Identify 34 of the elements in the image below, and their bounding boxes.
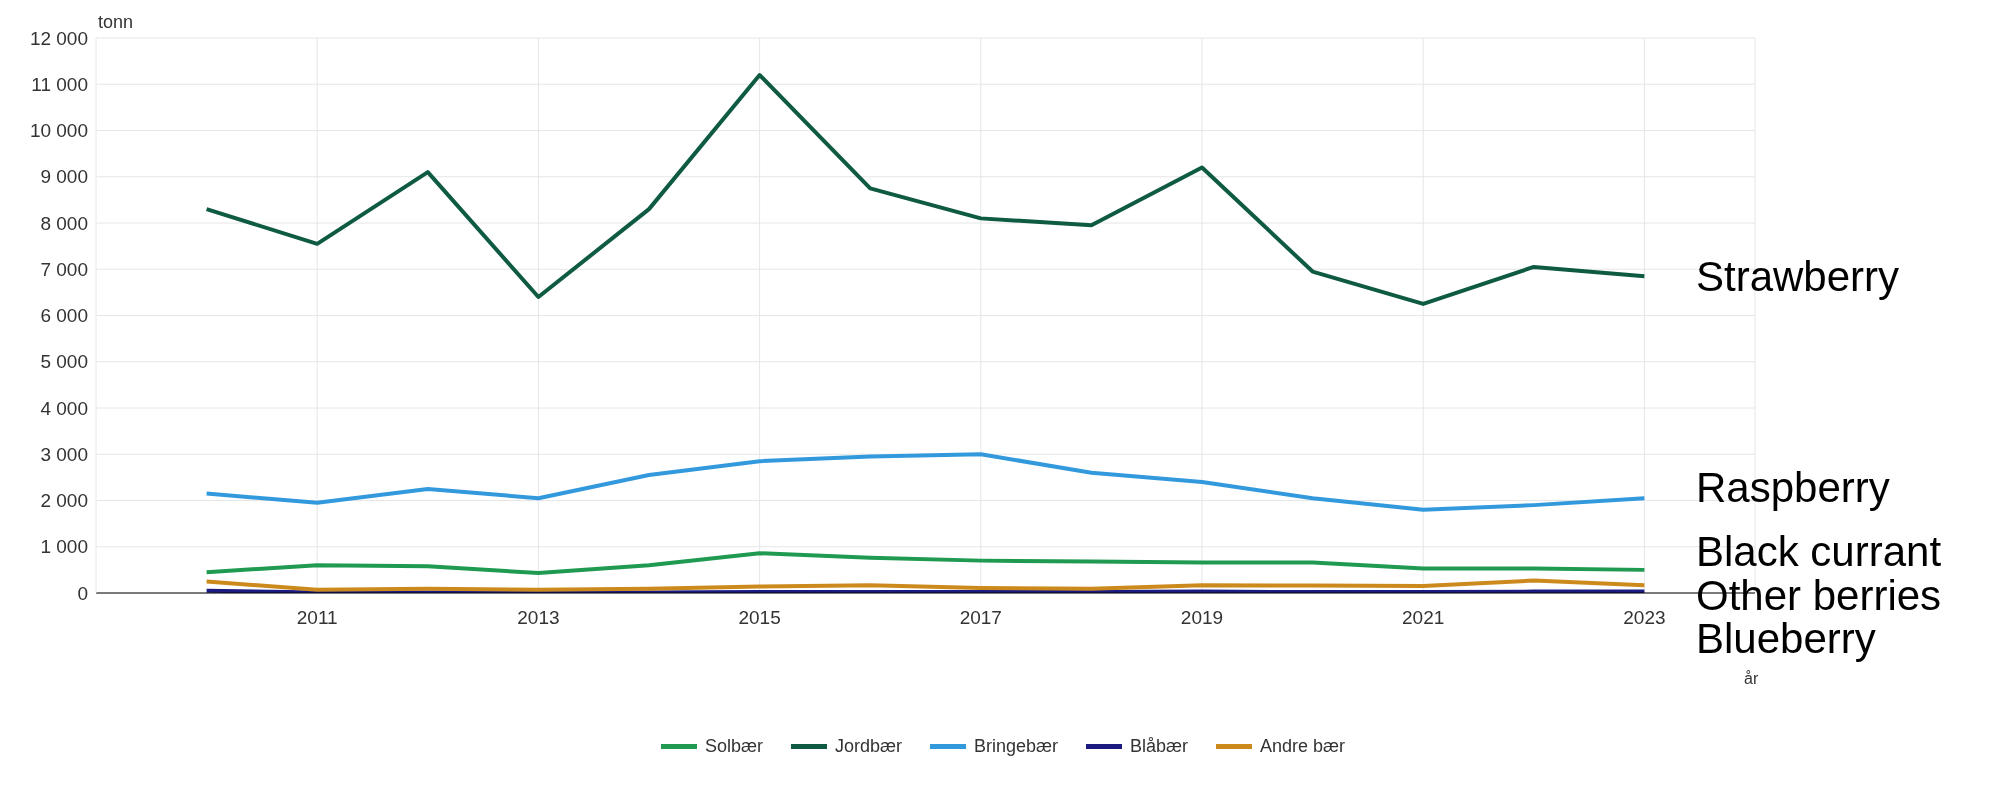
annotation: Raspberry (1696, 464, 1890, 511)
legend-label: Solbær (704, 736, 763, 757)
y-tick-label: 11 000 (31, 74, 88, 95)
x-tick-label: 2011 (296, 607, 338, 629)
y-axis-title: tonn (98, 12, 134, 33)
annotation: Strawberry (1696, 253, 1900, 300)
y-tick-label: 12 000 (29, 27, 88, 49)
y-tick-label: 4 000 (40, 397, 88, 419)
y-tick-label: 8 000 (40, 212, 88, 234)
y-tick-label: 5 000 (40, 351, 88, 373)
legend-label: Jordbær (834, 736, 902, 757)
y-tick-label: 7 000 (40, 258, 88, 280)
y-tick-label: 9 000 (40, 166, 88, 188)
legend-label: Bringebær (973, 736, 1059, 757)
line-series (204, 551, 1647, 576)
x-tick-label: 2015 (738, 607, 781, 629)
x-tick-label: 2023 (1623, 607, 1666, 629)
x-axis-title: år (1744, 670, 1759, 688)
annotation: Black currant (1696, 528, 1942, 575)
line-series (204, 452, 1647, 512)
x-tick-label: 2017 (959, 607, 1002, 629)
y-tick-label: 3 000 (40, 443, 88, 465)
y-tick-label: 10 000 (29, 120, 88, 142)
y-tick-label: 2 000 (40, 490, 88, 512)
x-tick-label: 2013 (517, 607, 560, 629)
y-tick-label: 1 000 (40, 536, 88, 558)
x-tick-label: 2021 (1402, 607, 1445, 629)
x-tick-label: 2019 (1180, 607, 1224, 629)
y-tick-label: 0 (77, 582, 88, 604)
legend-label: Blåbær (1130, 736, 1189, 757)
line-series (204, 578, 1647, 592)
line-series (204, 73, 1647, 306)
y-tick-label: 6 000 (40, 305, 88, 327)
legend-label: Andre bær (1260, 736, 1346, 757)
